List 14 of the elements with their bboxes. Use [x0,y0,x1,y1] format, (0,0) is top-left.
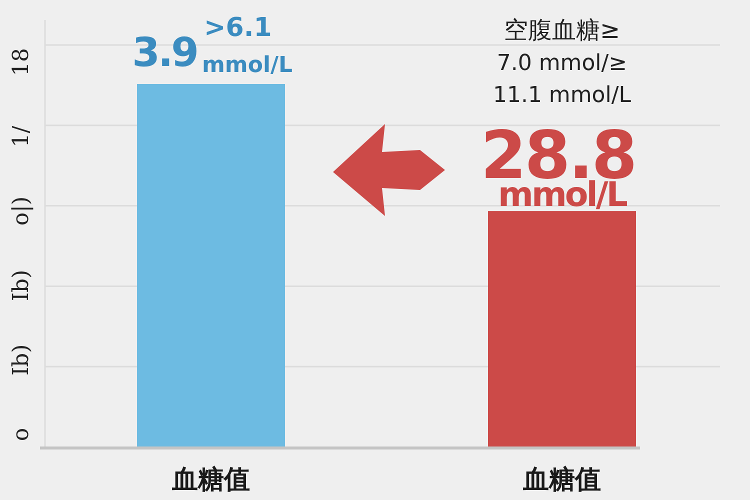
text: o|) [9,196,34,226]
x-tick-label: 血糖值 [522,465,601,495]
text: 3.9 [132,30,198,76]
annotation: 11.1 mmol/L [492,83,632,108]
text: Ib) [9,270,34,302]
text: 18 [9,48,34,76]
text: Ib) [9,344,34,376]
text: o [9,428,34,442]
text: mmol/L [202,53,293,78]
text: 空腹血糖≥ [504,16,620,44]
text: >6.1 [204,13,272,43]
text: 1/ [9,125,34,148]
text: 7.0 mmol/≥ [496,51,628,76]
x-tick-label: 血糖值 [171,465,250,495]
